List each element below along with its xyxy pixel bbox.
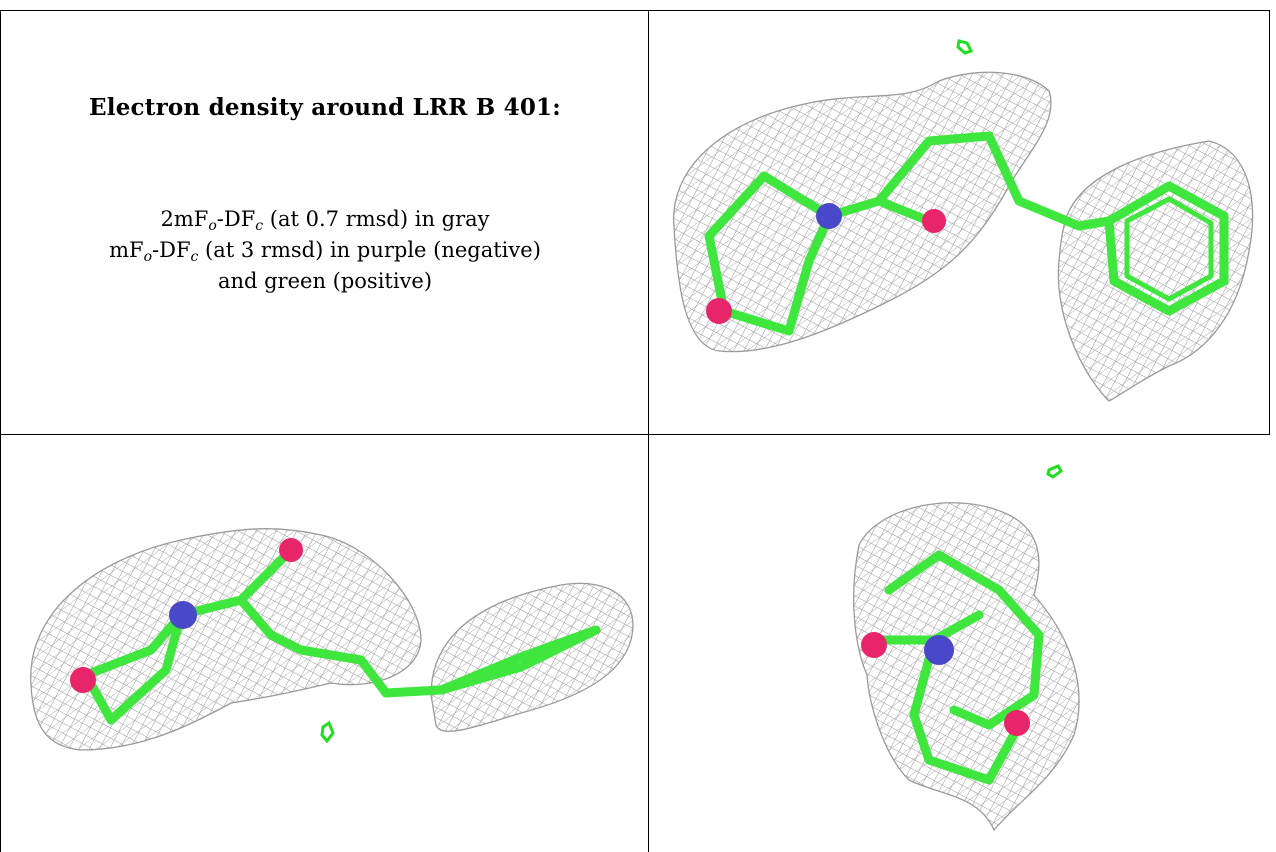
view-bottom-left xyxy=(1,435,648,852)
legend-line-3: and green (positive) xyxy=(217,269,433,293)
ligand-sticks xyxy=(81,550,601,725)
view-top-right xyxy=(649,11,1269,434)
nitrogen-atom xyxy=(816,203,842,229)
oxygen-atom xyxy=(70,667,96,693)
figure-legend: 2mFo-DFc (at 0.7 rmsd) in gray mFo-DFc (… xyxy=(1,204,648,297)
positive-difference-blob xyxy=(320,720,335,744)
density-render-bottom-left xyxy=(30,528,634,751)
nitrogen-atom xyxy=(924,635,954,665)
positive-difference-blob xyxy=(1046,464,1063,479)
view-bottom-right xyxy=(649,435,1269,852)
table-border-left xyxy=(0,10,1,852)
gray-density-mesh xyxy=(673,71,1254,402)
caption-cell: Electron density around LRR B 401: 2mFo-… xyxy=(1,11,648,434)
nitrogen-atom xyxy=(169,601,197,629)
oxygen-atom xyxy=(1004,710,1030,736)
table-border-top xyxy=(0,10,1270,11)
figure-title: Electron density around LRR B 401: xyxy=(89,94,561,121)
legend-line-2mfo: 2mFo-DFc (at 0.7 rmsd) in gray xyxy=(160,207,490,234)
density-render-bottom-right xyxy=(853,464,1080,832)
table-divider-vertical xyxy=(648,10,649,852)
ligand-sticks xyxy=(704,131,1229,336)
oxygen-atom xyxy=(861,632,887,658)
positive-difference-blob xyxy=(956,39,974,55)
table-border-right xyxy=(1269,10,1270,434)
oxygen-atom xyxy=(922,209,946,233)
gray-density-mesh xyxy=(853,502,1080,832)
oxygen-atom xyxy=(279,538,303,562)
table-divider-horizontal xyxy=(0,434,1270,435)
density-render-top-right xyxy=(673,39,1254,402)
oxygen-atom xyxy=(706,298,732,324)
legend-line-mfo: mFo-DFc (at 3 rmsd) in purple (negative) xyxy=(109,238,541,265)
